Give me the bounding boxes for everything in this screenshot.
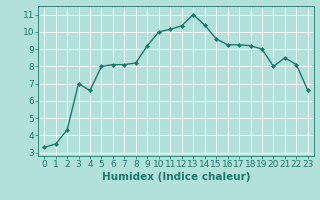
X-axis label: Humidex (Indice chaleur): Humidex (Indice chaleur) <box>102 172 250 182</box>
